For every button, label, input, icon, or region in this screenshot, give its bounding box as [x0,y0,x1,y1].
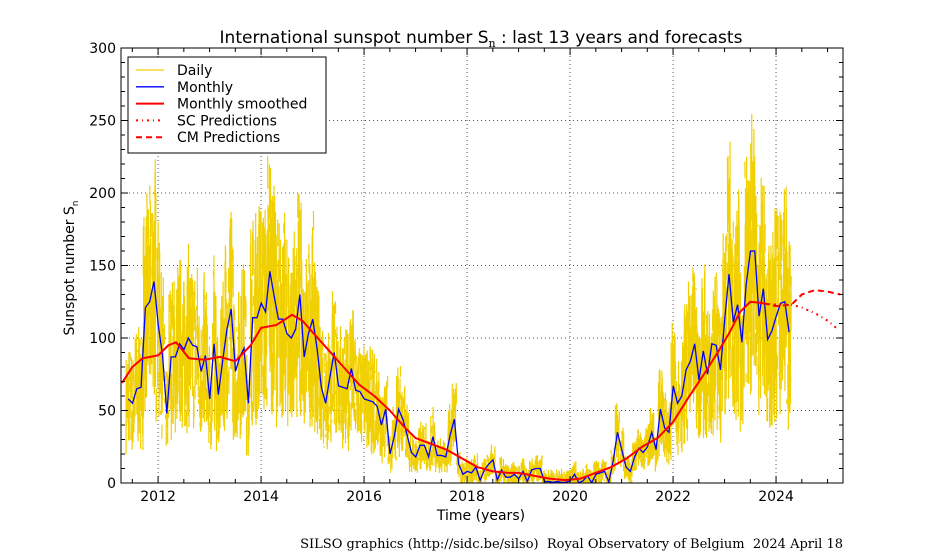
plot-series [121,114,841,483]
sc-prediction-line [763,302,839,331]
chart-title: International sunspot number Sn : last 1… [220,28,743,50]
x-tick-label: 2022 [655,489,691,505]
x-tick-label: 2014 [243,489,279,505]
x-tick-label: 2016 [346,489,382,505]
legend-label: Monthly [177,80,233,96]
x-tick-label: 2012 [140,489,176,505]
legend-label: CM Predictions [177,130,280,146]
y-tick-label: 200 [89,186,116,202]
x-tick-label: 2024 [758,489,794,505]
smoothed-line [121,300,764,482]
legend-label: Daily [177,63,212,79]
y-tick-label: 150 [89,259,116,275]
y-tick-label: 250 [89,114,116,130]
legend-label: Monthly smoothed [177,97,307,113]
y-axis-label: Sunspot number Sn [62,200,81,335]
footer-credit: SILSO graphics (http://sidc.be/silso) Ro… [300,537,843,552]
cm-prediction-line [762,289,841,308]
x-tick-label: 2020 [552,489,588,505]
y-tick-label: 50 [98,404,116,420]
x-tick-label: 2018 [449,489,485,505]
y-tick-label: 100 [89,331,116,347]
y-tick-label: 0 [107,476,116,492]
monthly-line [127,250,790,483]
daily-series [125,114,792,483]
legend-label: SC Predictions [177,113,277,129]
y-tick-label: 300 [89,41,116,57]
x-axis-label: Time (years) [436,508,525,524]
